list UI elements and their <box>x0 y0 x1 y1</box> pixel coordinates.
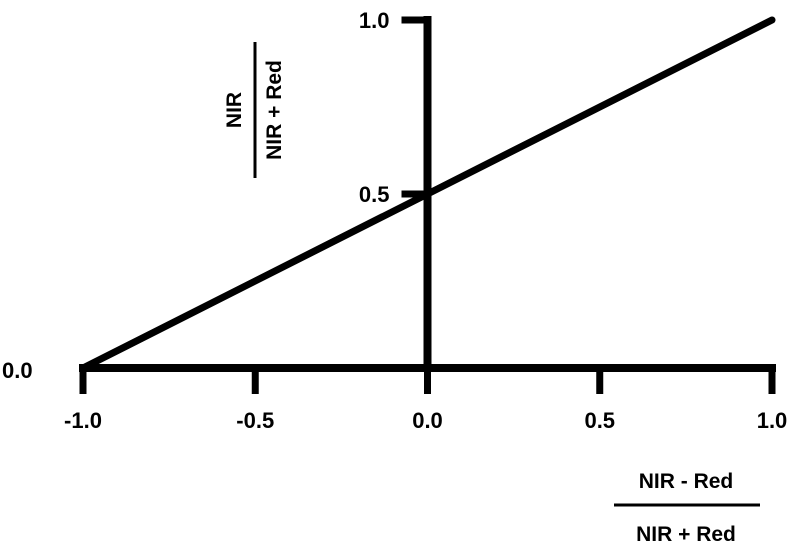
y-axis-title-numerator: NIR <box>223 92 246 128</box>
y-tick-label: 0.0 <box>2 358 33 383</box>
series-line <box>79 16 776 372</box>
x-tick-label: -0.5 <box>236 408 274 433</box>
y-axis-title: NIR NIR + Red <box>223 42 286 178</box>
x-tick-label: -1.0 <box>64 408 102 433</box>
y-tick-label: 0.5 <box>359 182 390 207</box>
y-axis-title-denominator: NIR + Red <box>263 60 286 160</box>
x-tick-label: 1.0 <box>757 408 788 433</box>
x-ticks: -1.0 -0.5 0.0 0.5 1.0 <box>64 368 787 433</box>
x-tick-label: 0.0 <box>412 408 443 433</box>
series-layer <box>79 16 776 372</box>
x-tick-label: 0.5 <box>584 408 615 433</box>
x-axis-title-denominator: NIR + Red <box>636 523 736 546</box>
x-axis-title-numerator: NIR - Red <box>639 470 734 493</box>
y-tick-label: 1.0 <box>359 8 390 33</box>
y-ticks: 0.0 0.5 1.0 <box>2 8 428 383</box>
x-axis-title: NIR - Red NIR + Red <box>614 470 760 546</box>
